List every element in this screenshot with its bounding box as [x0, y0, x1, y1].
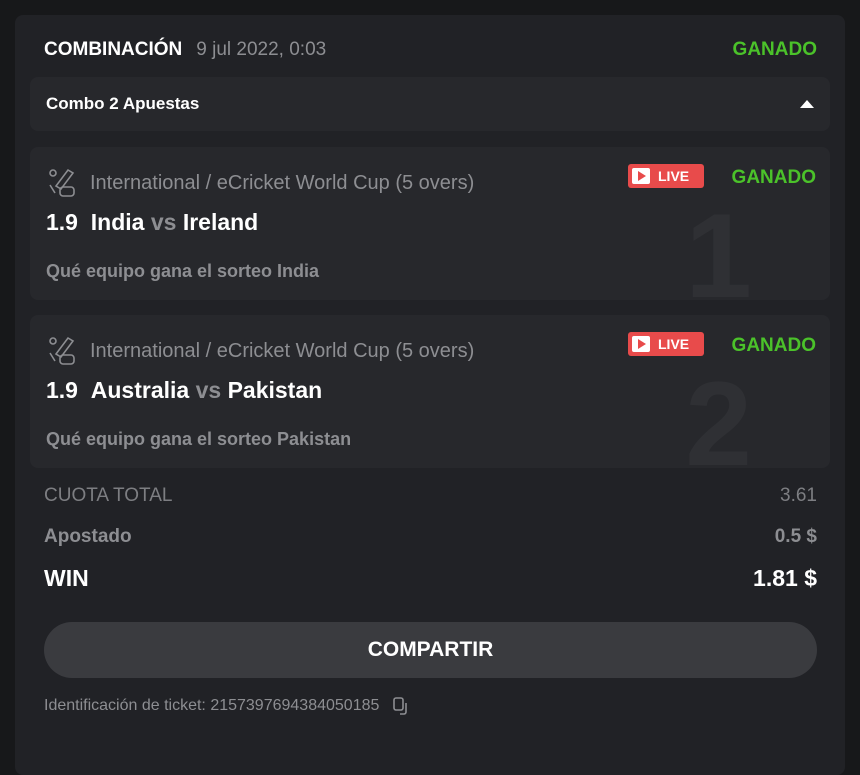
- combo-toggle[interactable]: Combo 2 Apuestas: [30, 77, 830, 131]
- bet-date: 9 jul 2022, 0:03: [196, 39, 327, 60]
- league-name: International / eCricket World Cup (5 ov…: [90, 171, 475, 194]
- bet-type: COMBINACIÓN: [44, 39, 183, 60]
- selection-number: 1: [685, 189, 752, 300]
- ecricket-icon: [49, 336, 75, 365]
- live-label: LIVE: [658, 336, 690, 352]
- league: International / eCricket World Cup (5 ov…: [46, 167, 474, 199]
- play-icon: [632, 168, 650, 184]
- selection-status: GANADO: [731, 167, 816, 188]
- caret-up-icon: [800, 100, 814, 108]
- selection-1: 1 International / eCricket World Cup (5 …: [30, 147, 830, 300]
- play-icon: [632, 336, 650, 352]
- live-label: LIVE: [658, 168, 690, 184]
- ticket-id: Identificación de ticket: 21573976943840…: [44, 696, 411, 716]
- home-team: India: [90, 209, 145, 235]
- away-team: Pakistan: [227, 377, 323, 403]
- ecricket-icon: [49, 168, 75, 197]
- vs: vs: [150, 209, 177, 235]
- pick: Qué equipo gana el sorteo India: [46, 261, 320, 281]
- selection-number: 2: [685, 357, 752, 468]
- total-odds-value: 3.61: [780, 485, 817, 506]
- copy-icon[interactable]: [391, 696, 411, 716]
- selection-status: GANADO: [731, 335, 816, 356]
- vs: vs: [195, 377, 222, 403]
- selection-2: 2 International / eCricket World Cup (5 …: [30, 315, 830, 468]
- home-team: Australia: [90, 377, 190, 403]
- total-odds-row: CUOTA TOTAL 3.61: [44, 485, 817, 507]
- win-row: WIN 1.81 $: [44, 565, 817, 592]
- share-button[interactable]: COMPARTIR: [44, 622, 817, 678]
- match: 1.9 Australia vs Pakistan: [46, 377, 322, 404]
- total-odds-label: CUOTA TOTAL: [44, 485, 173, 506]
- bet-card: COMBINACIÓN 9 jul 2022, 0:03 GANADO Comb…: [15, 15, 845, 775]
- win-value: 1.81 $: [753, 565, 817, 591]
- ticket-label: Identificación de ticket: 21573976943840…: [44, 697, 380, 714]
- match: 1.9 India vs Ireland: [46, 209, 258, 236]
- stake-label: Apostado: [44, 526, 132, 547]
- away-team: Ireland: [182, 209, 259, 235]
- odds: 1.9: [46, 377, 78, 403]
- win-label: WIN: [44, 565, 89, 591]
- league-name: International / eCricket World Cup (5 ov…: [90, 339, 475, 362]
- live-badge: LIVE: [628, 164, 704, 188]
- bet-header: COMBINACIÓN 9 jul 2022, 0:03 GANADO: [44, 35, 817, 61]
- stake-value: 0.5 $: [774, 526, 817, 547]
- stake-row: Apostado 0.5 $: [44, 526, 817, 548]
- odds: 1.9: [46, 209, 78, 235]
- bet-status: GANADO: [732, 39, 817, 60]
- live-badge: LIVE: [628, 332, 704, 356]
- pick: Qué equipo gana el sorteo Pakistan: [46, 429, 352, 449]
- league: International / eCricket World Cup (5 ov…: [46, 335, 474, 367]
- combo-label: Combo 2 Apuestas: [46, 94, 200, 113]
